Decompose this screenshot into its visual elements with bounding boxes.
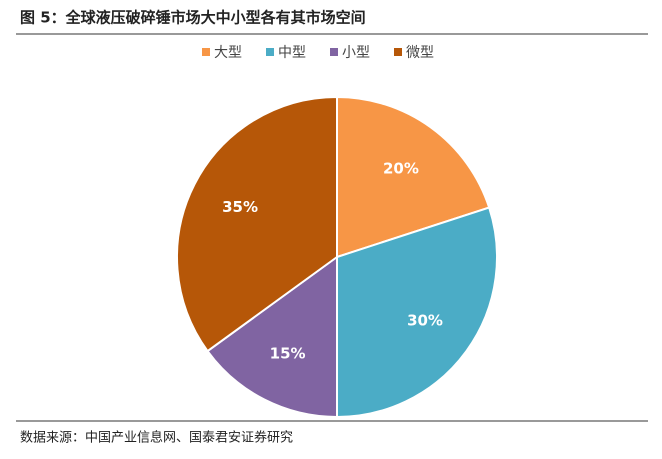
legend-swatch	[330, 48, 338, 56]
value-label: 15%	[270, 344, 306, 362]
legend-swatch	[202, 48, 210, 56]
pie-slice	[336, 206, 498, 419]
legend-label: 中型	[278, 45, 306, 61]
source-note: 数据来源：中国产业信息网、国泰君安证券研究	[20, 430, 293, 446]
pie-slice	[336, 95, 491, 259]
legend-label: 微型	[406, 45, 434, 61]
legend-swatch	[266, 48, 274, 56]
legend-label: 大型	[214, 45, 242, 61]
value-label: 20%	[383, 159, 419, 177]
pie-slice	[176, 95, 338, 353]
value-label: 30%	[407, 311, 443, 329]
legend-label: 小型	[342, 45, 370, 61]
value-label: 35%	[222, 198, 258, 216]
pie-slice	[206, 255, 338, 419]
chart-title: 图 5：全球液压破碎锤市场大中小型各有其市场空间	[20, 9, 366, 27]
legend-swatch	[394, 48, 402, 56]
